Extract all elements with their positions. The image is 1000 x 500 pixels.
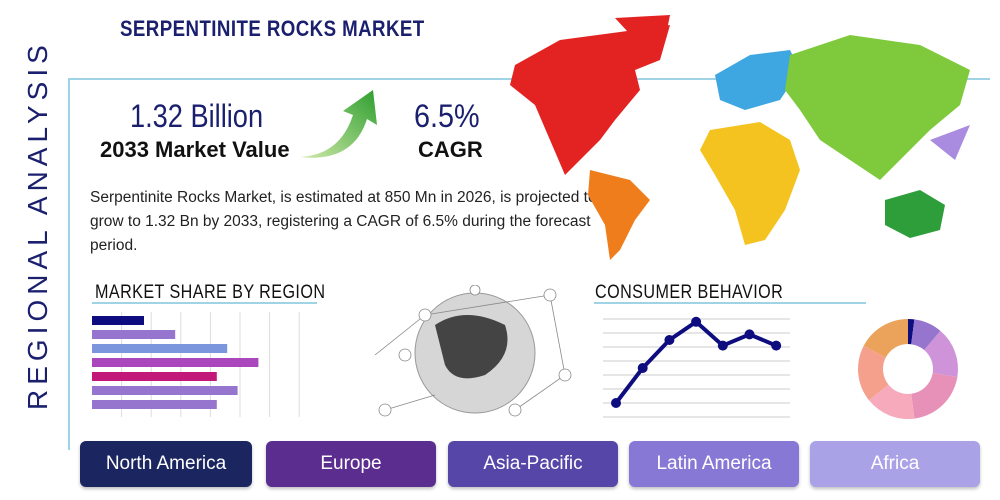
data-point <box>664 335 675 345</box>
page-title: SERPENTINITE ROCKS MARKET <box>120 16 425 41</box>
consumer-line-chart <box>603 316 790 418</box>
data-point <box>611 398 621 408</box>
market-value: 1.32 Billion <box>130 98 264 134</box>
donut-slice <box>911 372 958 419</box>
growth-arrow-icon <box>300 90 377 158</box>
data-point <box>637 363 648 373</box>
heading-underline <box>594 302 866 304</box>
market-share-bar-chart <box>92 312 300 417</box>
world-map <box>510 15 970 260</box>
donut-slice <box>863 319 908 358</box>
bar <box>92 330 176 339</box>
data-point <box>744 329 755 340</box>
donut-slice <box>908 319 915 345</box>
data-point <box>771 340 782 351</box>
market-value-label: 2033 Market Value <box>100 137 290 162</box>
region-button-asia-pacific[interactable]: Asia-Pacific <box>448 441 618 487</box>
consumer-donut-chart <box>858 319 958 419</box>
donut-slice <box>924 330 958 377</box>
donut-slice <box>868 384 915 419</box>
description: Serpentinite Rocks Market, is estimated … <box>90 189 597 254</box>
cagr-label: CAGR <box>418 137 483 162</box>
region-button-africa[interactable]: Africa <box>810 441 980 487</box>
bar <box>92 344 228 353</box>
bar <box>92 400 217 409</box>
bar <box>92 372 217 381</box>
region-button-north-america[interactable]: North America <box>80 441 252 487</box>
consumer-behavior-heading: CONSUMER BEHAVIOR <box>595 282 784 303</box>
side-label: REGIONAL ANALYSIS <box>22 40 53 410</box>
donut-slice <box>911 319 941 350</box>
market-share-heading: MARKET SHARE BY REGION <box>95 282 326 303</box>
heading-underline <box>92 302 317 304</box>
region-button-europe[interactable]: Europe <box>266 441 436 487</box>
cagr-value: 6.5% <box>414 98 480 134</box>
data-point <box>717 340 728 351</box>
data-point <box>691 316 702 327</box>
bar <box>92 358 259 367</box>
globe-network-icon <box>374 285 572 417</box>
donut-slice <box>858 345 889 401</box>
bar <box>92 386 238 395</box>
bar <box>92 316 144 325</box>
region-button-latin-america[interactable]: Latin America <box>629 441 799 487</box>
